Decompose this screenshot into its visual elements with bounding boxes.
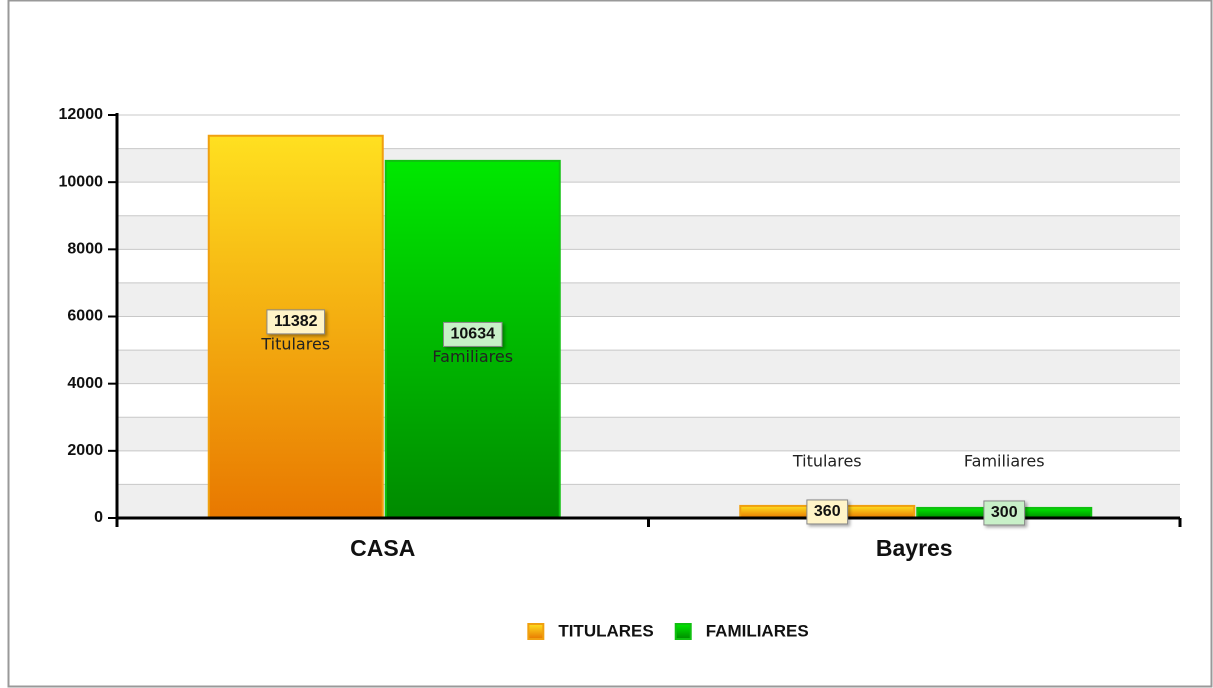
y-tick-label: 12000 <box>59 106 104 123</box>
y-tick-label: 4000 <box>67 375 103 392</box>
y-tick-label: 8000 <box>67 241 103 258</box>
series-label: Familiares <box>964 452 1045 471</box>
series-label: Titulares <box>792 452 862 471</box>
value-label: 10634 <box>451 326 496 343</box>
legend-label: TITULARES <box>558 621 653 640</box>
legend-swatch <box>527 623 545 640</box>
value-label: 360 <box>814 503 841 520</box>
value-label-box <box>806 499 849 525</box>
y-tick-label: 0 <box>94 509 103 526</box>
value-label-box <box>266 309 326 335</box>
series-label: Titulares <box>260 334 330 353</box>
x-tick-label: Bayres <box>876 535 953 561</box>
series-label: Familiares <box>432 347 513 366</box>
value-label: 300 <box>991 504 1018 521</box>
value-label-box <box>983 500 1026 526</box>
legend-label: FAMILIARES <box>706 621 809 640</box>
legend-swatch <box>674 623 692 640</box>
y-tick-label: 6000 <box>67 308 103 325</box>
value-label: 11382 <box>274 313 318 330</box>
x-tick-label: CASA <box>350 535 415 561</box>
frame <box>7 0 1213 688</box>
y-tick-label: 10000 <box>59 173 104 190</box>
value-label-box <box>443 321 503 347</box>
y-tick-label: 2000 <box>67 442 103 459</box>
